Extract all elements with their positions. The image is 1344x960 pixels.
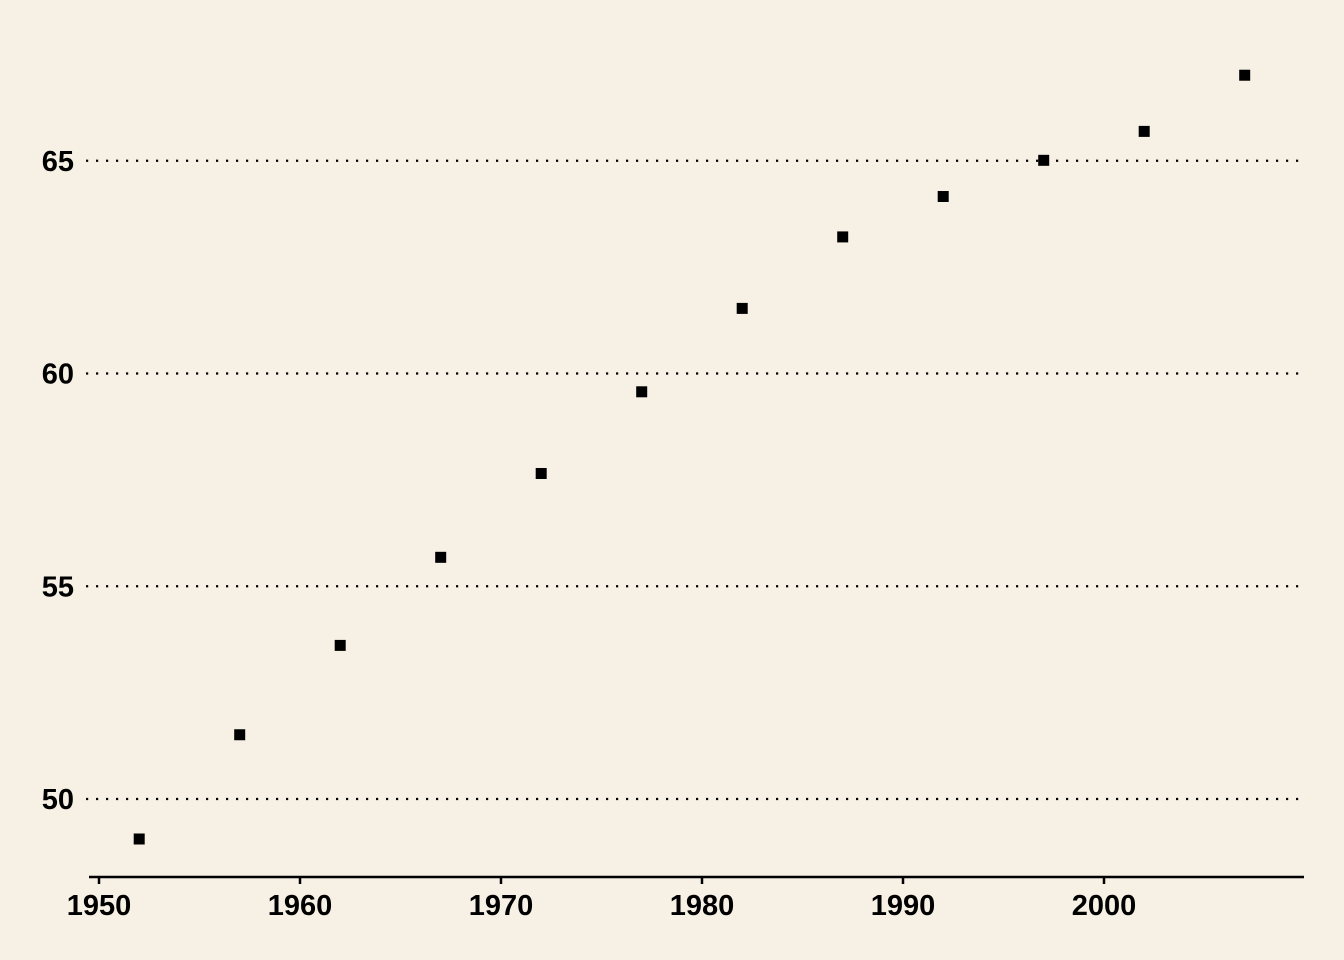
y-tick-label: 60 [42,359,74,391]
x-tick-label: 1950 [67,890,132,922]
x-tick-label: 1970 [469,890,534,922]
data-point [1239,69,1251,81]
x-tick-label: 1980 [670,890,735,922]
x-tick-label: 2000 [1072,890,1137,922]
data-point [234,729,246,741]
x-tick-label: 1990 [871,890,936,922]
y-tick-label: 65 [42,146,74,178]
data-point [937,190,949,202]
data-point [133,833,145,845]
y-tick-label: 50 [42,784,74,816]
data-point [736,302,748,314]
data-point [435,551,447,563]
gridlines [86,159,1304,801]
data-point [636,386,648,398]
data-points [133,69,1251,845]
data-point [837,231,849,243]
data-point [334,639,346,651]
data-point [535,467,547,479]
data-point [1138,125,1150,137]
y-tick-label: 55 [42,571,74,603]
x-axis [89,875,1304,884]
x-tick-label: 1960 [268,890,333,922]
data-point [1038,154,1050,166]
tick-labels: 50 55 60 65 1950 1960 1970 1980 1990 2000 [42,146,1137,922]
